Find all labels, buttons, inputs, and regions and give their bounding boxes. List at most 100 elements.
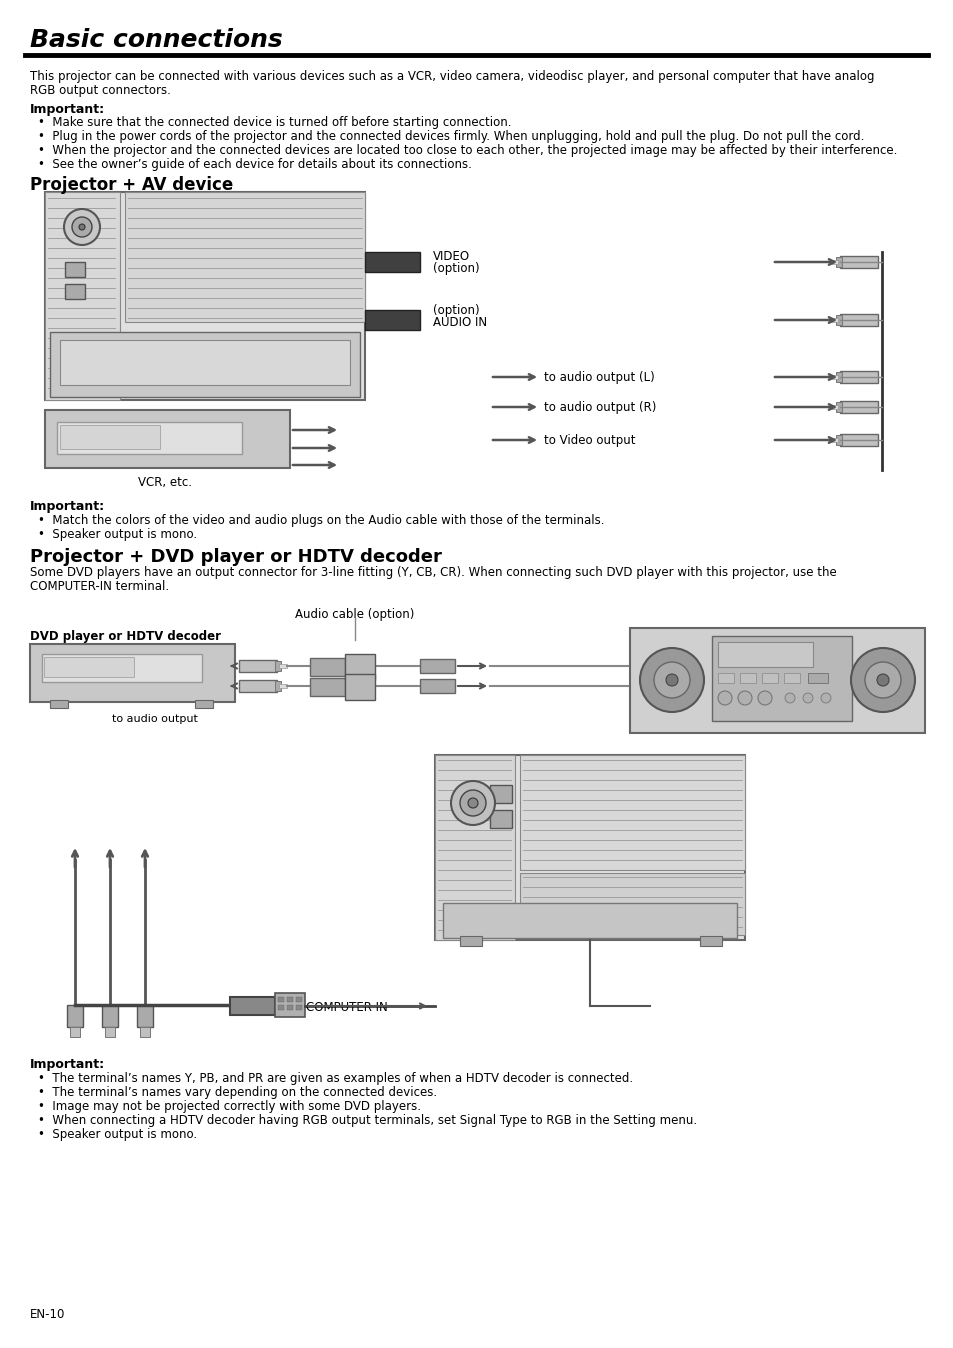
- Text: •  When connecting a HDTV decoder having RGB output terminals, set Signal Type t: • When connecting a HDTV decoder having …: [38, 1113, 697, 1127]
- Text: to Video output: to Video output: [543, 434, 635, 448]
- Bar: [44, 656, 133, 677]
- Bar: [278, 665, 287, 669]
- Ellipse shape: [850, 648, 914, 712]
- Bar: [345, 654, 375, 679]
- Text: •  Match the colors of the video and audio plugs on the Audio cable with those o: • Match the colors of the video and audi…: [38, 514, 604, 527]
- Text: Important:: Important:: [30, 102, 105, 116]
- Text: (option): (option): [433, 305, 479, 317]
- Bar: [45, 410, 290, 468]
- Text: VIDEO: VIDEO: [433, 249, 470, 263]
- Ellipse shape: [784, 693, 794, 704]
- Bar: [70, 1027, 80, 1037]
- Text: COMPUTER IN: COMPUTER IN: [306, 1002, 387, 1014]
- Ellipse shape: [758, 692, 771, 705]
- Bar: [274, 993, 305, 1016]
- Bar: [519, 755, 744, 869]
- Ellipse shape: [71, 217, 91, 237]
- Text: •  The terminal’s names vary depending on the connected devices.: • The terminal’s names vary depending on…: [38, 1086, 436, 1099]
- Bar: [807, 673, 827, 683]
- Text: •  See the owner’s guide of each device for details about its connections.: • See the owner’s guide of each device f…: [38, 158, 472, 171]
- Bar: [140, 1027, 150, 1037]
- Bar: [30, 644, 234, 702]
- Bar: [519, 874, 744, 936]
- Bar: [287, 1006, 293, 1010]
- Ellipse shape: [738, 692, 751, 705]
- Text: •  Image may not be projected correctly with some DVD players.: • Image may not be projected correctly w…: [38, 1100, 420, 1113]
- Bar: [442, 903, 737, 938]
- Ellipse shape: [79, 224, 85, 231]
- Bar: [42, 654, 202, 682]
- Text: •  Make sure that the connected device is turned off before starting connection.: • Make sure that the connected device is…: [38, 116, 511, 129]
- Text: COMPUTER-IN terminal.: COMPUTER-IN terminal.: [30, 580, 169, 593]
- Bar: [835, 435, 841, 445]
- Bar: [230, 998, 274, 1015]
- Bar: [102, 1006, 118, 1027]
- Text: Important:: Important:: [30, 1058, 105, 1072]
- Text: Projector + AV device: Projector + AV device: [30, 177, 233, 194]
- Bar: [711, 636, 851, 721]
- Bar: [840, 400, 877, 412]
- Bar: [829, 375, 837, 379]
- Bar: [274, 681, 281, 692]
- Bar: [419, 659, 455, 673]
- Bar: [835, 315, 841, 325]
- Text: •  The terminal’s names Y, PB, and PR are given as examples of when a HDTV decod: • The terminal’s names Y, PB, and PR are…: [38, 1072, 633, 1085]
- Bar: [459, 936, 481, 946]
- Bar: [829, 438, 837, 442]
- Bar: [50, 332, 359, 398]
- Bar: [490, 810, 512, 828]
- Bar: [310, 658, 345, 675]
- Text: •  When the projector and the connected devices are located too close to each ot: • When the projector and the connected d…: [38, 144, 897, 156]
- Ellipse shape: [639, 648, 703, 712]
- Bar: [65, 284, 85, 299]
- Bar: [740, 673, 755, 683]
- Text: Projector + DVD player or HDTV decoder: Projector + DVD player or HDTV decoder: [30, 549, 441, 566]
- Bar: [419, 679, 455, 693]
- Bar: [45, 191, 120, 400]
- Bar: [835, 257, 841, 267]
- Text: Audio cable (option): Audio cable (option): [295, 608, 415, 621]
- Bar: [125, 191, 365, 322]
- Bar: [718, 642, 812, 667]
- Ellipse shape: [64, 209, 100, 245]
- Bar: [50, 700, 68, 708]
- Bar: [57, 422, 242, 454]
- Bar: [840, 256, 877, 268]
- Bar: [287, 998, 293, 1002]
- Bar: [60, 425, 160, 449]
- Bar: [277, 998, 284, 1002]
- Bar: [239, 679, 276, 692]
- Ellipse shape: [459, 790, 485, 816]
- Text: to audio output: to audio output: [112, 714, 197, 724]
- Bar: [840, 371, 877, 383]
- Bar: [105, 1027, 115, 1037]
- Ellipse shape: [718, 692, 731, 705]
- Bar: [829, 260, 837, 264]
- Bar: [435, 755, 515, 940]
- Bar: [365, 252, 419, 272]
- Bar: [67, 1006, 83, 1027]
- Bar: [137, 1006, 152, 1027]
- Ellipse shape: [451, 780, 495, 825]
- Ellipse shape: [821, 693, 830, 704]
- Bar: [295, 1006, 302, 1010]
- Text: to audio output (L): to audio output (L): [543, 371, 654, 384]
- Text: AUDIO IN: AUDIO IN: [433, 315, 487, 329]
- Text: EN-10: EN-10: [30, 1308, 66, 1321]
- Bar: [194, 700, 213, 708]
- Ellipse shape: [864, 662, 900, 698]
- Text: •  Speaker output is mono.: • Speaker output is mono.: [38, 528, 197, 541]
- Text: DVD player or HDTV decoder: DVD player or HDTV decoder: [30, 630, 221, 643]
- Bar: [829, 404, 837, 408]
- Bar: [435, 755, 744, 940]
- Bar: [45, 191, 365, 400]
- Ellipse shape: [468, 798, 477, 807]
- Text: to audio output (R): to audio output (R): [543, 400, 656, 414]
- Text: This projector can be connected with various devices such as a VCR, video camera: This projector can be connected with var…: [30, 70, 874, 84]
- Text: (option): (option): [433, 262, 479, 275]
- Bar: [783, 673, 800, 683]
- Text: •  Speaker output is mono.: • Speaker output is mono.: [38, 1128, 197, 1140]
- Bar: [310, 678, 345, 696]
- Bar: [629, 628, 924, 733]
- Bar: [840, 434, 877, 446]
